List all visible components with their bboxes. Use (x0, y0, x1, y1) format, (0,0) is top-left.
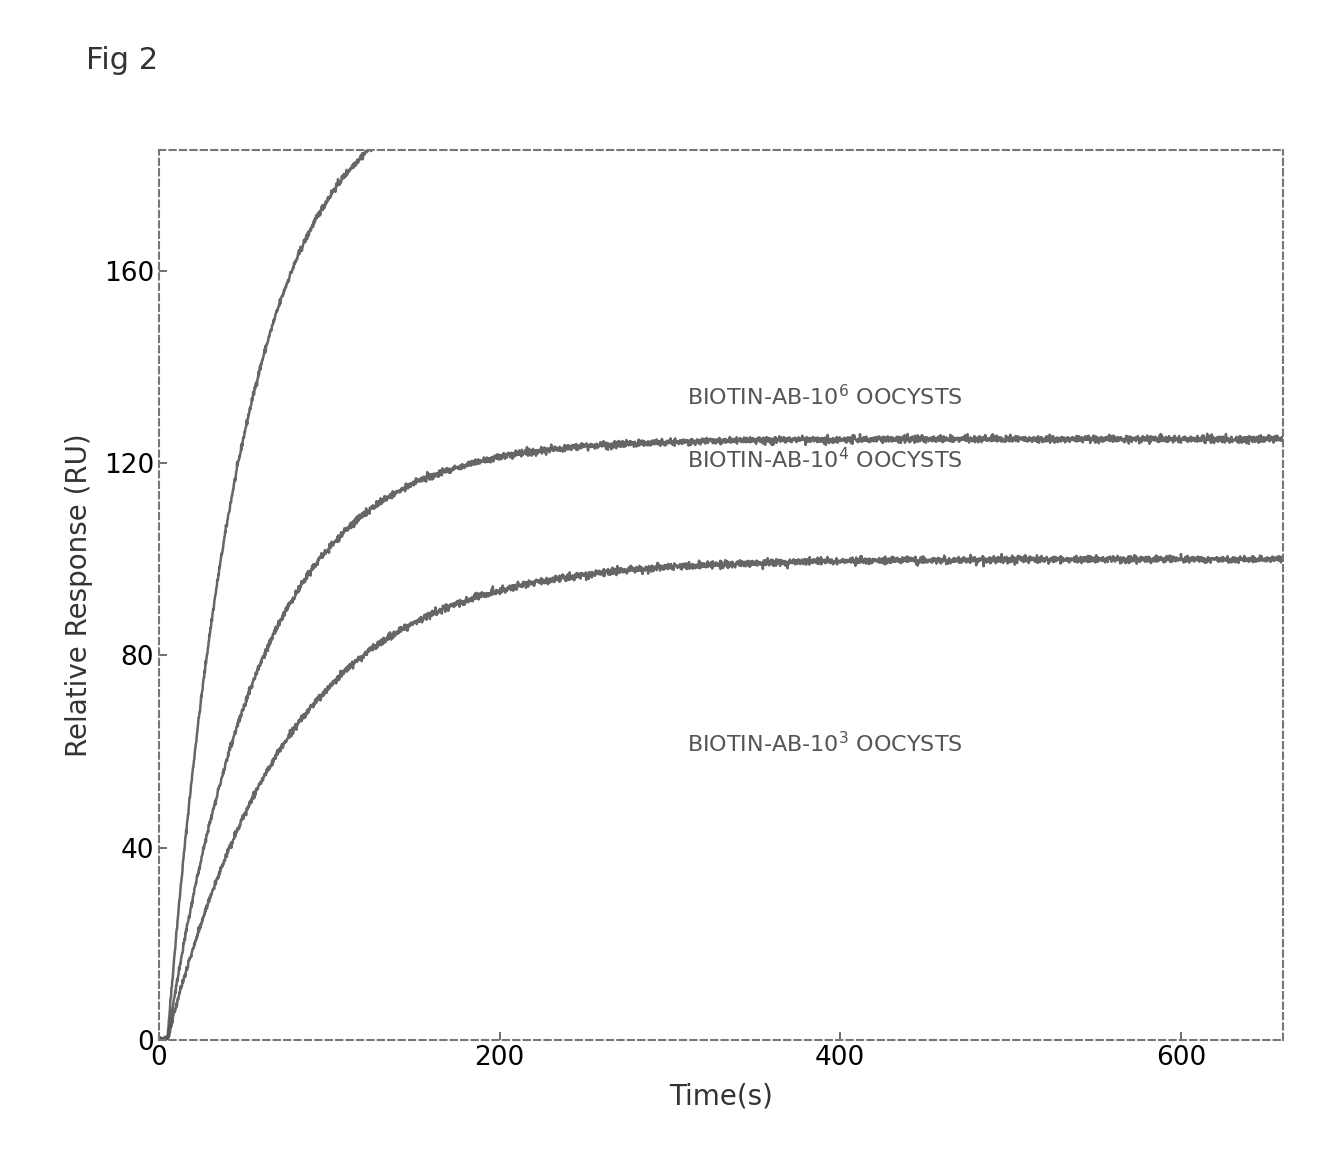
Text: BIOTIN-AB-10$^{6}$ OOCYSTS: BIOTIN-AB-10$^{6}$ OOCYSTS (687, 384, 963, 409)
X-axis label: Time(s): Time(s) (669, 1082, 773, 1111)
Y-axis label: Relative Response (RU): Relative Response (RU) (65, 434, 93, 757)
Text: Fig 2: Fig 2 (86, 46, 159, 75)
Text: BIOTIN-AB-10$^{3}$ OOCYSTS: BIOTIN-AB-10$^{3}$ OOCYSTS (687, 731, 963, 756)
Text: BIOTIN-AB-10$^{4}$ OOCYSTS: BIOTIN-AB-10$^{4}$ OOCYSTS (687, 446, 963, 472)
